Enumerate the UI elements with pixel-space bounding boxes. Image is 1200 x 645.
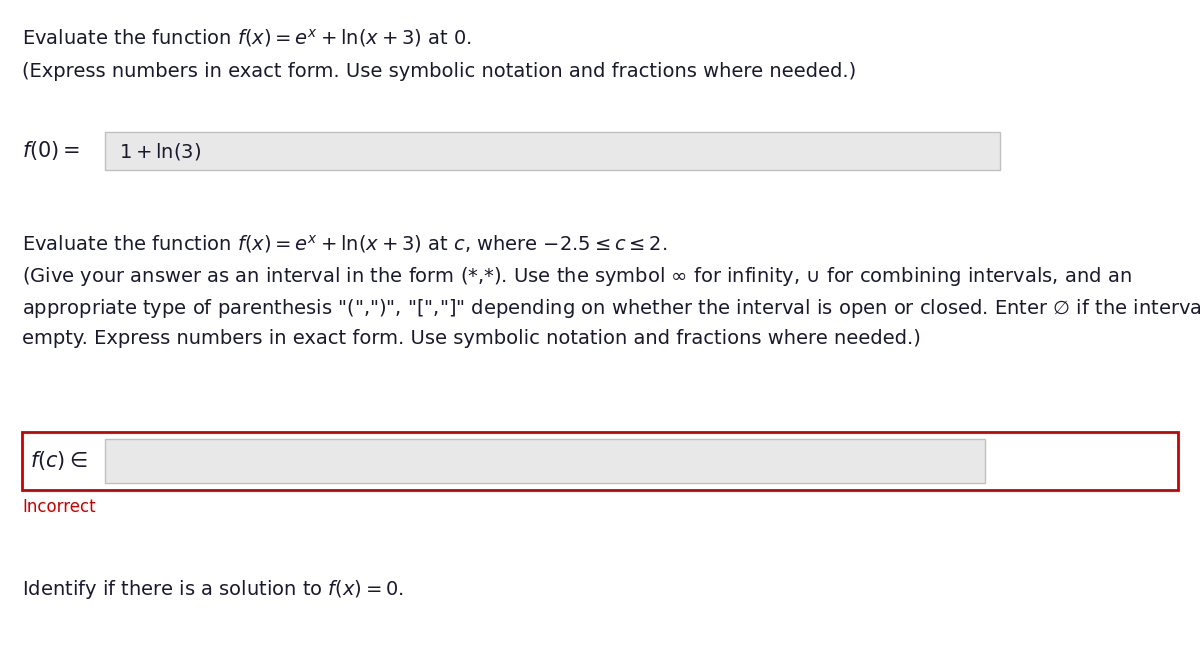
- Text: empty. Express numbers in exact form. Use symbolic notation and fractions where : empty. Express numbers in exact form. Us…: [22, 329, 920, 348]
- Text: $f(c) \in$: $f(c) \in$: [30, 450, 88, 473]
- Text: $f(0) =$: $f(0) =$: [22, 139, 80, 163]
- Text: Identify if there is a solution to $f(x) = 0$.: Identify if there is a solution to $f(x)…: [22, 578, 404, 601]
- Bar: [22, 432, 1178, 490]
- Bar: [106, 132, 1000, 170]
- Text: Evaluate the function $f(x) = e^x + \ln(x + 3)$ at 0.: Evaluate the function $f(x) = e^x + \ln(…: [22, 27, 472, 49]
- Text: Incorrect: Incorrect: [22, 498, 96, 516]
- Text: appropriate type of parenthesis "(",")", "[","]" depending on whether the interv: appropriate type of parenthesis "(",")",…: [22, 297, 1200, 320]
- Text: Evaluate the function $f(x) = e^x + \ln(x + 3)$ at $c$, where $-2.5 \leq c \leq : Evaluate the function $f(x) = e^x + \ln(…: [22, 233, 667, 255]
- Text: (Give your answer as an interval in the form (*,*). Use the symbol $\infty$ for : (Give your answer as an interval in the …: [22, 265, 1132, 288]
- Text: $1 + \ln(3)$: $1 + \ln(3)$: [119, 141, 202, 161]
- Text: (Express numbers in exact form. Use symbolic notation and fractions where needed: (Express numbers in exact form. Use symb…: [22, 62, 857, 81]
- Bar: [106, 439, 985, 483]
